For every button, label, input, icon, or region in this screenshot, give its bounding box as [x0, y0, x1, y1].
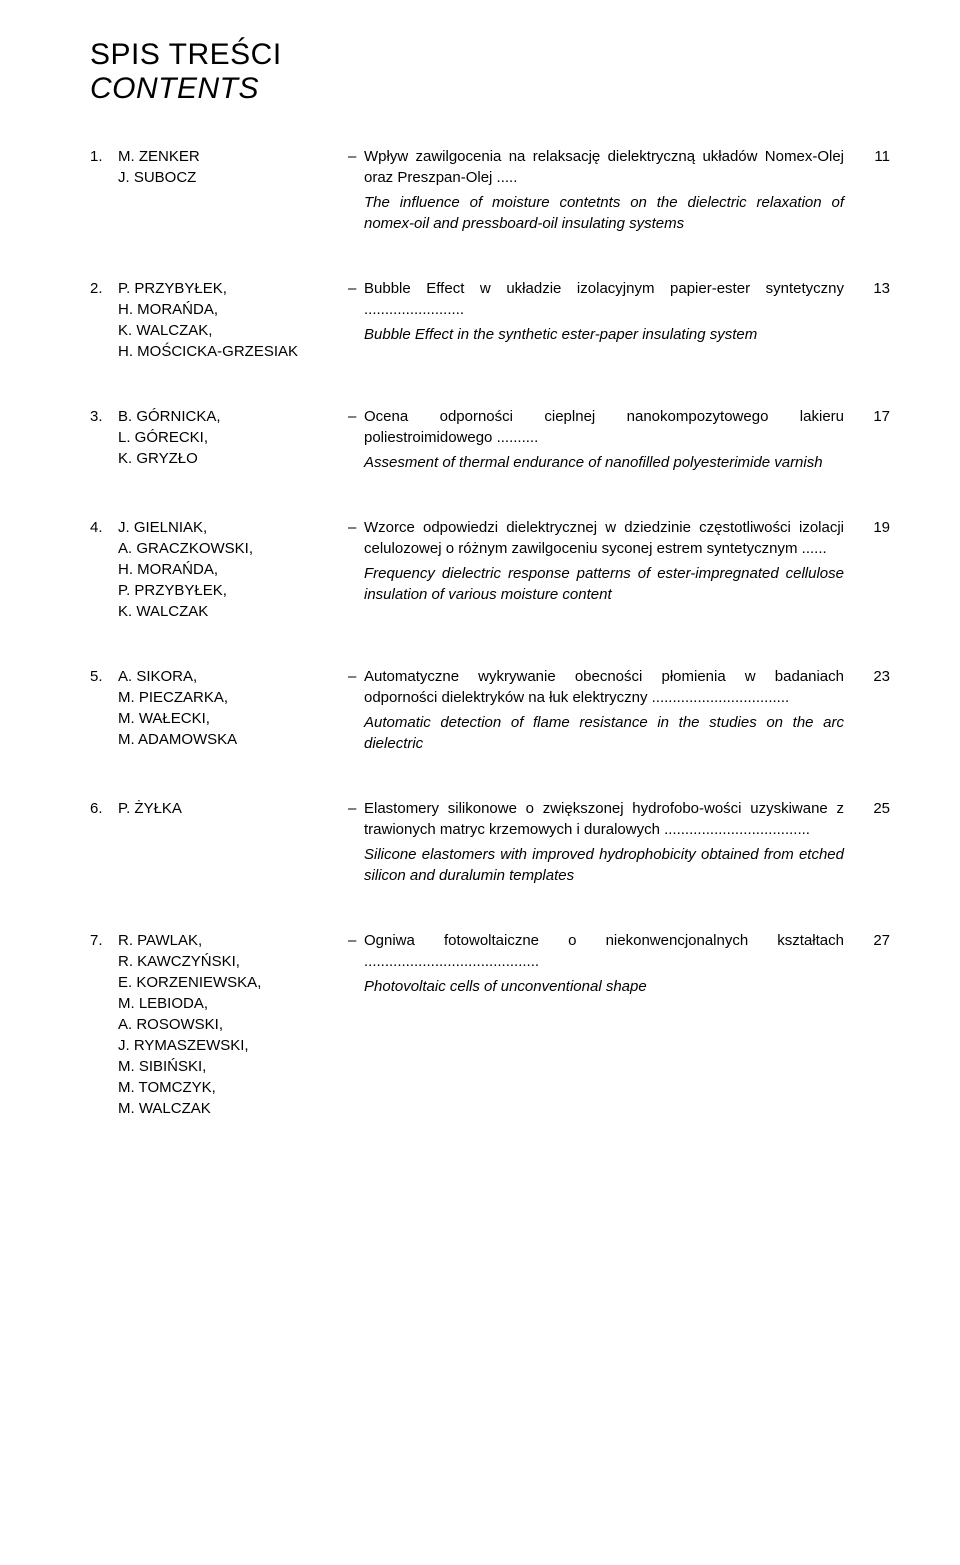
- dash-separator: –: [348, 517, 364, 538]
- author-name: H. MOŚCICKA-GRZESIAK: [118, 341, 334, 362]
- entry-authors: P. PRZYBYŁEK,H. MORAŃDA,K. WALCZAK,H. MO…: [118, 278, 348, 362]
- author-name: H. MORAŃDA,: [118, 299, 334, 320]
- entry-description: –Ocena odporności cieplnej nanokompozyto…: [348, 406, 856, 473]
- author-name: B. GÓRNICKA,: [118, 406, 334, 427]
- author-name: A. SIKORA,: [118, 666, 334, 687]
- author-name: K. WALCZAK: [118, 601, 334, 622]
- entry-title-pl: Ogniwa fotowoltaiczne o niekonwencjonaln…: [364, 930, 844, 972]
- author-name: P. PRZYBYŁEK,: [118, 580, 334, 601]
- author-name: J. RYMASZEWSKI,: [118, 1035, 334, 1056]
- author-name: L. GÓRECKI,: [118, 427, 334, 448]
- entry-number: 1.: [90, 146, 118, 167]
- entry-authors: J. GIELNIAK,A. GRACZKOWSKI,H. MORAŃDA,P.…: [118, 517, 348, 622]
- entry-title-en: Bubble Effect in the synthetic ester-pap…: [348, 324, 844, 345]
- entry-page-number: 11: [856, 146, 890, 167]
- title-sub: CONTENTS: [90, 72, 890, 106]
- author-name: M. SIBIŃSKI,: [118, 1056, 334, 1077]
- author-name: J. GIELNIAK,: [118, 517, 334, 538]
- author-name: M. ZENKER: [118, 146, 334, 167]
- author-name: K. WALCZAK,: [118, 320, 334, 341]
- entry-description: –Automatyczne wykrywanie obecności płomi…: [348, 666, 856, 754]
- entry-number: 3.: [90, 406, 118, 427]
- toc-entry: 4.J. GIELNIAK,A. GRACZKOWSKI,H. MORAŃDA,…: [90, 517, 890, 622]
- dash-separator: –: [348, 146, 364, 167]
- entry-title-pl: Wpływ zawilgocenia na relaksację dielekt…: [364, 146, 844, 188]
- entry-title-pl: Wzorce odpowiedzi dielektrycznej w dzied…: [364, 517, 844, 559]
- author-name: J. SUBOCZ: [118, 167, 334, 188]
- entry-page-number: 19: [856, 517, 890, 538]
- entry-number: 5.: [90, 666, 118, 687]
- entry-authors: A. SIKORA,M. PIECZARKA,M. WAŁECKI,M. ADA…: [118, 666, 348, 750]
- author-name: H. MORAŃDA,: [118, 559, 334, 580]
- entry-title-en: Assesment of thermal endurance of nanofi…: [348, 452, 844, 473]
- entry-page-number: 25: [856, 798, 890, 819]
- entry-authors: P. ŻYŁKA: [118, 798, 348, 819]
- author-name: A. ROSOWSKI,: [118, 1014, 334, 1035]
- author-name: M. WALCZAK: [118, 1098, 334, 1119]
- author-name: K. GRYZŁO: [118, 448, 334, 469]
- entry-title-en: The influence of moisture contetnts on t…: [348, 192, 844, 234]
- entry-page-number: 17: [856, 406, 890, 427]
- author-name: M. ADAMOWSKA: [118, 729, 334, 750]
- author-name: E. KORZENIEWSKA,: [118, 972, 334, 993]
- author-name: M. WAŁECKI,: [118, 708, 334, 729]
- entry-title-en: Frequency dielectric response patterns o…: [348, 563, 844, 605]
- author-name: M. PIECZARKA,: [118, 687, 334, 708]
- toc-entry: 6.P. ŻYŁKA–Elastomery silikonowe o zwięk…: [90, 798, 890, 886]
- entry-authors: R. PAWLAK,R. KAWCZYŃSKI,E. KORZENIEWSKA,…: [118, 930, 348, 1119]
- entry-title-pl: Ocena odporności cieplnej nanokompozytow…: [364, 406, 844, 448]
- author-name: R. PAWLAK,: [118, 930, 334, 951]
- dash-separator: –: [348, 406, 364, 427]
- dash-separator: –: [348, 278, 364, 299]
- entry-number: 2.: [90, 278, 118, 299]
- entry-title-pl: Bubble Effect w układzie izolacyjnym pap…: [364, 278, 844, 320]
- entry-number: 4.: [90, 517, 118, 538]
- entry-page-number: 27: [856, 930, 890, 951]
- page-title-block: SPIS TREŚCI CONTENTS: [90, 38, 890, 106]
- entry-description: –Bubble Effect w układzie izolacyjnym pa…: [348, 278, 856, 345]
- author-name: R. KAWCZYŃSKI,: [118, 951, 334, 972]
- toc-entry: 5.A. SIKORA,M. PIECZARKA,M. WAŁECKI,M. A…: [90, 666, 890, 754]
- toc-entry: 1.M. ZENKERJ. SUBOCZ–Wpływ zawilgocenia …: [90, 146, 890, 234]
- toc-entry: 3.B. GÓRNICKA,L. GÓRECKI,K. GRYZŁO–Ocena…: [90, 406, 890, 473]
- title-main: SPIS TREŚCI: [90, 38, 890, 72]
- entry-title-en: Photovoltaic cells of unconventional sha…: [348, 976, 844, 997]
- entry-page-number: 13: [856, 278, 890, 299]
- entry-authors: B. GÓRNICKA,L. GÓRECKI,K. GRYZŁO: [118, 406, 348, 469]
- entry-page-number: 23: [856, 666, 890, 687]
- author-name: A. GRACZKOWSKI,: [118, 538, 334, 559]
- entry-number: 6.: [90, 798, 118, 819]
- entry-authors: M. ZENKERJ. SUBOCZ: [118, 146, 348, 188]
- entry-title-en: Automatic detection of flame resistance …: [348, 712, 844, 754]
- entry-title-pl: Elastomery silikonowe o zwiększonej hydr…: [364, 798, 844, 840]
- toc-entry: 2.P. PRZYBYŁEK,H. MORAŃDA,K. WALCZAK,H. …: [90, 278, 890, 362]
- entry-number: 7.: [90, 930, 118, 951]
- entry-description: –Elastomery silikonowe o zwiększonej hyd…: [348, 798, 856, 886]
- dash-separator: –: [348, 798, 364, 819]
- entry-title-en: Silicone elastomers with improved hydrop…: [348, 844, 844, 886]
- table-of-contents: 1.M. ZENKERJ. SUBOCZ–Wpływ zawilgocenia …: [90, 146, 890, 1119]
- author-name: M. TOMCZYK,: [118, 1077, 334, 1098]
- entry-title-pl: Automatyczne wykrywanie obecności płomie…: [364, 666, 844, 708]
- author-name: P. PRZYBYŁEK,: [118, 278, 334, 299]
- dash-separator: –: [348, 666, 364, 687]
- author-name: P. ŻYŁKA: [118, 798, 334, 819]
- toc-entry: 7.R. PAWLAK,R. KAWCZYŃSKI,E. KORZENIEWSK…: [90, 930, 890, 1119]
- entry-description: –Ogniwa fotowoltaiczne o niekonwencjonal…: [348, 930, 856, 997]
- entry-description: –Wzorce odpowiedzi dielektrycznej w dzie…: [348, 517, 856, 605]
- dash-separator: –: [348, 930, 364, 951]
- entry-description: –Wpływ zawilgocenia na relaksację dielek…: [348, 146, 856, 234]
- author-name: M. LEBIODA,: [118, 993, 334, 1014]
